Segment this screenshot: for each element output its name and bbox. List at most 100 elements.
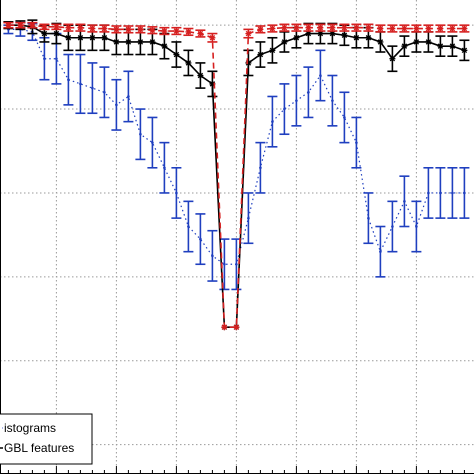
legend-box — [0, 413, 93, 465]
data-point — [389, 25, 396, 32]
data-point — [103, 90, 106, 94]
data-point — [401, 25, 408, 32]
data-point — [65, 34, 72, 41]
data-point — [269, 25, 276, 32]
data-point — [427, 191, 430, 195]
data-point — [65, 24, 72, 31]
data-point — [185, 59, 192, 66]
data-point — [163, 166, 166, 170]
data-point — [245, 59, 252, 66]
data-point — [197, 30, 204, 37]
data-point — [53, 30, 60, 37]
data-point — [67, 78, 70, 81]
data-point — [293, 34, 300, 41]
data-point — [439, 191, 442, 195]
data-point — [137, 38, 144, 45]
data-point — [283, 107, 286, 111]
data-point — [257, 26, 264, 33]
data-point — [79, 82, 82, 86]
data-point — [425, 25, 432, 32]
data-point — [401, 43, 408, 50]
data-point — [379, 250, 382, 253]
data-point — [223, 262, 226, 266]
data-point — [403, 200, 406, 203]
data-point — [211, 254, 214, 258]
data-point — [377, 38, 384, 45]
data-point — [451, 191, 454, 195]
data-point — [305, 24, 312, 31]
data-point — [365, 34, 372, 41]
data-point — [449, 43, 456, 50]
data-point — [55, 57, 58, 61]
data-point — [53, 23, 60, 30]
data-point — [29, 22, 36, 29]
data-point — [355, 141, 358, 144]
data-point — [437, 43, 444, 50]
data-point — [235, 262, 238, 266]
data-point — [259, 166, 262, 170]
series-0 — [3, 21, 470, 291]
data-point — [209, 34, 216, 41]
data-point — [173, 51, 180, 58]
series-1 — [3, 19, 470, 331]
data-point — [281, 24, 288, 31]
data-point — [415, 225, 418, 228]
data-point — [41, 30, 48, 37]
data-point — [307, 90, 310, 94]
data-point — [101, 34, 108, 41]
data-point — [391, 225, 394, 228]
data-point — [449, 25, 456, 32]
data-point — [461, 25, 468, 32]
data-point — [199, 237, 202, 241]
data-point — [413, 38, 420, 45]
data-point — [341, 32, 348, 39]
data-point — [149, 38, 156, 45]
data-point — [17, 22, 24, 29]
legend: istograms GBL features — [0, 413, 93, 465]
data-point — [425, 38, 432, 45]
data-point — [43, 57, 46, 61]
data-point — [295, 99, 298, 102]
series-layer — [3, 19, 470, 331]
data-point — [269, 47, 276, 54]
data-point — [331, 99, 334, 102]
data-point — [343, 116, 346, 119]
data-point — [221, 324, 228, 331]
data-point — [77, 24, 84, 31]
data-point — [367, 216, 370, 220]
series-line — [8, 24, 465, 328]
data-point — [317, 24, 324, 31]
data-point — [127, 95, 130, 98]
data-point — [365, 24, 372, 31]
data-point — [247, 216, 250, 220]
data-point — [115, 103, 118, 107]
series-2 — [3, 21, 470, 331]
data-point — [389, 55, 396, 62]
data-point — [91, 86, 94, 90]
data-point — [187, 225, 190, 228]
data-point — [173, 28, 180, 35]
data-point — [151, 141, 154, 144]
data-point — [101, 25, 108, 32]
data-point — [281, 38, 288, 45]
data-point — [463, 191, 466, 195]
data-point — [139, 132, 142, 136]
data-point — [353, 24, 360, 31]
data-point — [319, 74, 322, 77]
data-point — [377, 25, 384, 32]
data-point — [353, 34, 360, 41]
data-point — [137, 26, 144, 33]
data-point — [245, 30, 252, 37]
data-point — [89, 25, 96, 32]
data-point — [461, 47, 468, 54]
data-point — [257, 51, 264, 58]
data-point — [5, 22, 12, 29]
data-point — [77, 34, 84, 41]
data-point — [113, 26, 120, 33]
data-point — [149, 27, 156, 34]
data-point — [161, 28, 168, 35]
data-point — [89, 34, 96, 41]
data-point — [197, 72, 204, 79]
